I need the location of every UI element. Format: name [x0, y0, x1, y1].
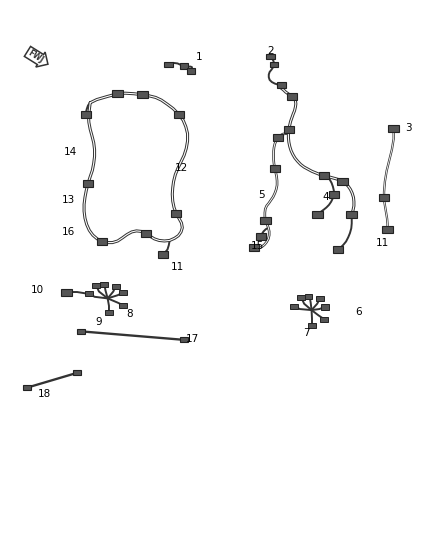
Bar — [61, 288, 72, 295]
Text: 12: 12 — [175, 163, 188, 173]
Bar — [105, 310, 113, 315]
Text: 8: 8 — [126, 309, 133, 319]
Bar — [164, 62, 173, 67]
Text: 5: 5 — [258, 190, 265, 200]
Bar — [318, 172, 329, 179]
Bar — [97, 238, 107, 245]
Text: 14: 14 — [64, 147, 77, 157]
Bar — [333, 246, 343, 253]
Text: 3: 3 — [406, 123, 412, 133]
Text: 15: 15 — [251, 241, 264, 251]
Bar — [119, 290, 127, 295]
Bar — [312, 211, 323, 218]
Bar — [180, 337, 188, 342]
Text: 2: 2 — [267, 46, 274, 56]
Bar — [113, 90, 123, 97]
Bar — [100, 282, 108, 287]
Bar — [81, 111, 91, 118]
Bar — [171, 210, 181, 217]
Bar — [346, 211, 357, 218]
Bar — [77, 329, 85, 334]
Bar — [316, 296, 324, 301]
Bar — [85, 291, 93, 296]
Bar — [304, 294, 312, 300]
Text: FWJ: FWJ — [26, 49, 45, 64]
Text: 4: 4 — [323, 192, 329, 203]
Text: 7: 7 — [303, 328, 310, 338]
Bar — [321, 304, 329, 310]
Bar — [180, 63, 188, 69]
Text: 1: 1 — [196, 52, 203, 61]
Bar — [270, 62, 278, 67]
Bar — [83, 180, 93, 187]
Bar — [297, 295, 305, 301]
Bar — [173, 111, 184, 118]
Bar — [141, 230, 152, 237]
Bar — [283, 126, 294, 133]
Bar — [389, 125, 399, 132]
Bar — [261, 217, 271, 224]
Bar — [249, 245, 259, 252]
Bar — [266, 54, 275, 59]
Bar — [187, 68, 195, 74]
Bar — [382, 226, 393, 233]
Text: 6: 6 — [355, 306, 362, 317]
Text: 9: 9 — [95, 317, 102, 327]
Bar — [270, 165, 280, 172]
Bar — [308, 323, 316, 328]
Bar — [92, 283, 100, 288]
Bar — [273, 134, 283, 141]
Text: 11: 11 — [376, 238, 389, 247]
Text: 16: 16 — [62, 227, 75, 237]
Bar — [286, 93, 297, 100]
Text: 17: 17 — [186, 334, 199, 344]
Bar — [337, 178, 348, 185]
Text: 18: 18 — [38, 389, 51, 399]
Bar — [290, 304, 298, 309]
Bar — [119, 303, 127, 309]
Text: 11: 11 — [171, 262, 184, 271]
Bar — [379, 194, 389, 201]
Bar — [320, 317, 328, 322]
Bar — [23, 385, 31, 390]
Bar — [137, 91, 148, 98]
Bar — [73, 370, 81, 375]
Text: 10: 10 — [31, 286, 44, 295]
Bar — [277, 83, 286, 88]
Text: 13: 13 — [62, 195, 75, 205]
Bar — [328, 191, 339, 198]
Bar — [112, 284, 120, 289]
Bar — [256, 233, 266, 240]
Bar — [158, 251, 168, 258]
